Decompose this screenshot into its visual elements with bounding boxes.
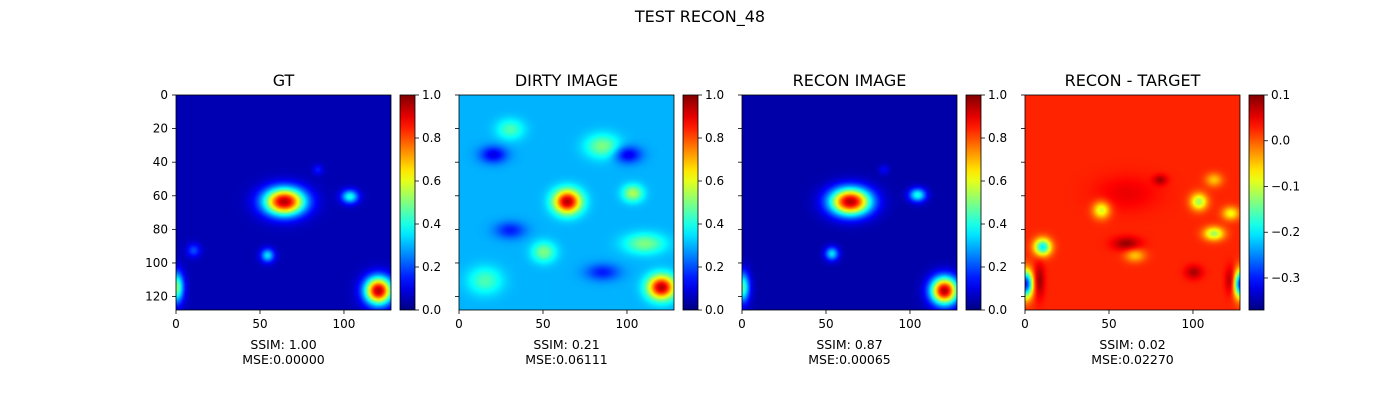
x-tick-label: 50 — [252, 317, 267, 331]
y-tick-label: 20 — [153, 122, 168, 136]
colorbar-tick-label: 0.6 — [422, 174, 441, 188]
colorbar-tick-label: 1.0 — [422, 88, 441, 102]
colorbar-tick-label: 0.8 — [422, 131, 441, 145]
colorbar — [965, 94, 982, 311]
x-tick-label: 100 — [333, 317, 356, 331]
y-tick-label: 100 — [145, 256, 168, 270]
heatmap-image — [1025, 95, 1240, 310]
x-tick-label: 50 — [818, 317, 833, 331]
heatmap-image — [459, 95, 674, 310]
plot-frame — [1024, 94, 1241, 311]
colorbar-tick-label: 0.0 — [705, 303, 724, 317]
x-tick-label: 50 — [535, 317, 550, 331]
metric-caption: SSIM: 0.87 — [816, 337, 882, 352]
x-tick-label: 100 — [899, 317, 922, 331]
x-tick-label: 0 — [738, 317, 746, 331]
panel-title: RECON - TARGET — [1065, 71, 1201, 90]
x-tick-label: 100 — [616, 317, 639, 331]
colorbar-tick-label: 0.2 — [422, 260, 441, 274]
colorbar-tick-label: 0.2 — [705, 260, 724, 274]
panel-title: GT — [273, 71, 295, 90]
x-tick-label: 50 — [1101, 317, 1116, 331]
metric-caption: MSE:0.00065 — [808, 352, 891, 367]
colorbar — [682, 94, 699, 311]
colorbar-tick-label: 0.8 — [705, 131, 724, 145]
colorbar-tick-label: 0.6 — [705, 174, 724, 188]
metric-caption: SSIM: 1.00 — [250, 337, 316, 352]
colorbar-tick-label: 0.4 — [422, 217, 441, 231]
colorbar-tick-label: −0.2 — [1271, 225, 1300, 239]
heatmap-image — [176, 95, 391, 310]
colorbar — [1248, 94, 1265, 311]
colorbar — [399, 94, 416, 311]
colorbar-tick-label: 0.1 — [1271, 88, 1290, 102]
colorbar-tick-label: 1.0 — [705, 88, 724, 102]
colorbar-tick-label: 1.0 — [988, 88, 1007, 102]
panel-title: RECON IMAGE — [793, 71, 907, 90]
y-tick-label: 60 — [153, 189, 168, 203]
panel-title: DIRTY IMAGE — [515, 71, 618, 90]
colorbar-tick-label: 0.4 — [705, 217, 724, 231]
y-tick-label: 80 — [153, 222, 168, 236]
colorbar-tick-label: 0.0 — [988, 303, 1007, 317]
metric-caption: SSIM: 0.02 — [1099, 337, 1165, 352]
panel-4: RECON - TARGET 0 50 100 SSIM: 0.02MSE:0.0227… — [1021, 71, 1300, 367]
colorbar-tick-label: 0.6 — [988, 174, 1007, 188]
colorbar-tick-label: 0.0 — [422, 303, 441, 317]
colorbar-tick-label: −0.1 — [1271, 179, 1300, 193]
metric-caption: SSIM: 0.21 — [533, 337, 599, 352]
plot-frame — [741, 94, 958, 311]
plot-frame — [458, 94, 675, 311]
x-tick-label: 100 — [1182, 317, 1205, 331]
colorbar-tick-label: 0.0 — [1271, 134, 1290, 148]
plot-frame — [175, 94, 392, 311]
x-tick-label: 0 — [1021, 317, 1029, 331]
x-tick-label: 0 — [172, 317, 180, 331]
metric-caption: MSE:0.00000 — [242, 352, 325, 367]
colorbar-tick-label: −0.3 — [1271, 271, 1300, 285]
colorbar-tick-label: 0.8 — [988, 131, 1007, 145]
metric-caption: MSE:0.06111 — [525, 352, 608, 367]
metric-caption: MSE:0.02270 — [1091, 352, 1174, 367]
y-tick-label: 120 — [145, 290, 168, 304]
colorbar-tick-label: 0.2 — [988, 260, 1007, 274]
y-tick-label: 0 — [160, 88, 168, 102]
figure-title: TEST RECON_48 — [634, 7, 765, 27]
colorbar-tick-label: 0.4 — [988, 217, 1007, 231]
panel-1: GT 0 50 100 0 20 40 60 80 100 120 SSIM: 1.00MSE:0.0… — [145, 71, 441, 367]
y-tick-label: 40 — [153, 155, 168, 169]
x-tick-label: 0 — [455, 317, 463, 331]
heatmap-image — [742, 95, 957, 310]
